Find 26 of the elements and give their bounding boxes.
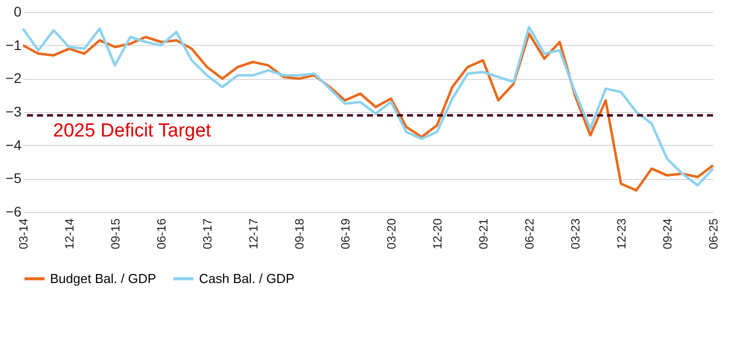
ref-line-label: 2025 Deficit Target xyxy=(53,120,212,142)
x-tick-label: 09-18 xyxy=(292,218,306,250)
x-tick-label: 03-17 xyxy=(200,218,214,250)
y-tick-label: −2 xyxy=(6,70,22,86)
x-tick-label: 12-23 xyxy=(614,218,628,250)
y-tick-label: −1 xyxy=(6,36,22,53)
x-tick-label: 06-25 xyxy=(706,218,720,250)
y-tick-label: −3 xyxy=(6,104,22,120)
legend-label: Cash Bal. / GDP xyxy=(199,270,294,286)
y-tick-label: −5 xyxy=(6,170,22,186)
x-tick-label: 06-16 xyxy=(154,218,168,250)
x-tick-label: 12-20 xyxy=(430,218,444,250)
x-tick-label: 03-20 xyxy=(384,218,398,250)
x-tick-label: 12-14 xyxy=(62,218,76,250)
y-tick-label: 0 xyxy=(14,4,22,20)
x-tick-label: 09-21 xyxy=(476,218,490,250)
y-tick-label: −4 xyxy=(6,136,22,153)
x-tick-label: 03-14 xyxy=(16,218,30,250)
x-tick-label: 09-15 xyxy=(108,218,122,250)
y-tick-label: −6 xyxy=(6,204,22,220)
legend-label: Budget Bal. / GDP xyxy=(50,270,156,286)
x-tick-label: 12-17 xyxy=(246,218,260,250)
x-tick-label: 06-19 xyxy=(338,218,352,250)
x-tick-label: 06-22 xyxy=(522,218,536,250)
x-tick-label: 03-23 xyxy=(568,218,582,250)
x-tick-label: 09-24 xyxy=(660,218,674,250)
